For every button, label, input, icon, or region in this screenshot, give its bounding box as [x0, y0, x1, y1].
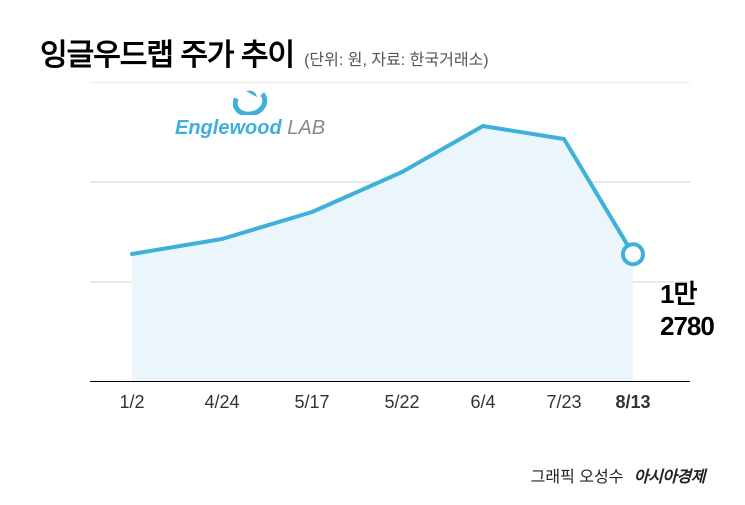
logo-text-part1: Englewood — [175, 117, 282, 139]
x-tick-label: 6/4 — [470, 392, 495, 413]
x-tick-label: 8/13 — [615, 392, 650, 413]
chart-area: 01만2만3만 1/24/245/175/226/47/238/13 1만278… — [40, 82, 705, 422]
graphic-credit: 그래픽 오성수 — [531, 469, 624, 486]
brand-logo: Englewood LAB — [175, 85, 325, 140]
publisher-brand: 아시아경제 — [634, 469, 705, 486]
last-value-callout: 1만2780 — [660, 274, 714, 342]
englewood-logo-icon — [233, 85, 267, 115]
x-tick-label: 5/22 — [384, 392, 419, 413]
chart-subtitle: (단위: 원, 자료: 한국거래소) — [304, 46, 489, 70]
chart-title: 잉글우드랩 주가 추이 — [40, 30, 294, 74]
logo-text-part2: LAB — [282, 117, 325, 139]
logo-text: Englewood LAB — [175, 117, 325, 140]
x-tick-label: 1/2 — [119, 392, 144, 413]
x-tick-label: 7/23 — [546, 392, 581, 413]
x-tick-label: 5/17 — [294, 392, 329, 413]
x-tick-label: 4/24 — [204, 392, 239, 413]
chart-header: 잉글우드랩 주가 추이 (단위: 원, 자료: 한국거래소) — [40, 30, 705, 74]
chart-footer: 그래픽 오성수 아시아경제 — [531, 463, 705, 487]
